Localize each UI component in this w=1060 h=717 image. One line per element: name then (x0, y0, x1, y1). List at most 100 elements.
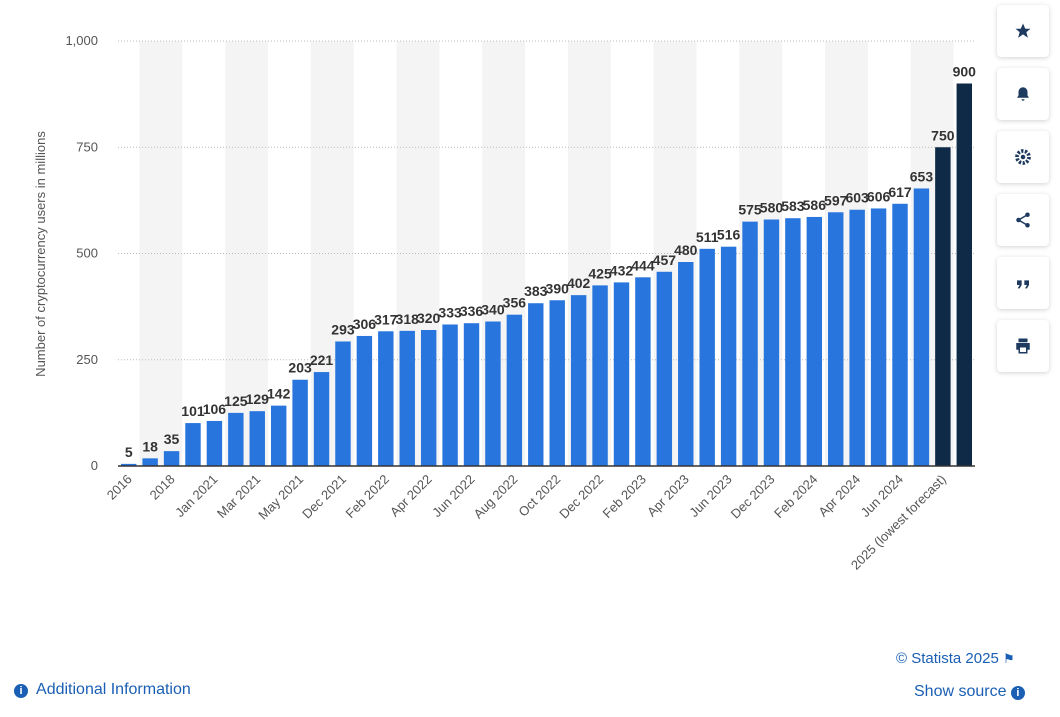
value-label: 575 (738, 202, 762, 218)
bar (528, 303, 544, 466)
bar (613, 282, 630, 466)
value-label: 586 (803, 197, 827, 213)
bar (892, 203, 908, 466)
value-label: 511 (696, 229, 719, 245)
bar (142, 458, 158, 466)
value-label: 750 (931, 127, 955, 143)
bar (656, 271, 673, 466)
settings-button[interactable] (997, 131, 1049, 183)
additional-info-text: Additional Information (36, 681, 191, 698)
y-tick-label: 750 (76, 139, 98, 154)
bar (270, 405, 287, 466)
y-tick-label: 1,000 (65, 33, 98, 48)
value-label: 444 (631, 257, 655, 273)
bar (806, 216, 823, 466)
bar (228, 412, 244, 466)
x-tick-label: Dec 2023 (728, 472, 778, 522)
value-label: 293 (331, 321, 355, 337)
value-label: 432 (610, 262, 634, 278)
x-tick-label: Feb 2023 (600, 472, 649, 521)
value-label: 106 (203, 401, 227, 417)
value-label: 580 (760, 200, 784, 216)
show-source[interactable]: Show source i (914, 683, 1025, 701)
bar (763, 219, 780, 466)
value-label: 203 (288, 360, 312, 376)
bar (120, 463, 137, 466)
bar (592, 285, 608, 466)
bar (442, 324, 458, 466)
bar (292, 379, 308, 466)
additional-info[interactable]: i Additional Information (14, 681, 191, 699)
x-tick-label: Dec 2021 (299, 472, 349, 522)
x-tick-label: Aug 2022 (471, 472, 521, 522)
value-label: 425 (588, 265, 612, 281)
x-tick-label: May 2021 (255, 472, 306, 523)
value-label: 597 (824, 192, 848, 208)
value-label: 480 (674, 242, 698, 258)
value-label: 900 (953, 64, 977, 80)
bar (913, 188, 930, 466)
bar (420, 330, 437, 466)
bar (506, 314, 523, 466)
bar (935, 147, 951, 466)
value-label: 18 (142, 438, 158, 454)
bar (870, 208, 887, 466)
x-tick-label: Jan 2021 (172, 472, 220, 520)
bar (378, 331, 394, 466)
bar (785, 218, 801, 466)
value-label: 606 (867, 188, 891, 204)
value-label: 457 (653, 252, 677, 268)
value-label: 516 (717, 227, 741, 243)
value-label: 390 (546, 280, 570, 296)
cite-button[interactable] (997, 257, 1049, 309)
show-source-text: Show source (914, 683, 1007, 700)
value-label: 129 (246, 391, 270, 407)
y-tick-label: 250 (76, 352, 98, 367)
bar (399, 330, 415, 466)
y-axis-label: Number of cryptocurrency users in millio… (33, 131, 48, 377)
value-label: 101 (181, 403, 205, 419)
value-label: 306 (353, 316, 377, 332)
value-label: 221 (310, 352, 334, 368)
bar (206, 420, 223, 466)
value-label: 603 (845, 190, 869, 206)
print-button[interactable] (997, 320, 1049, 372)
value-label: 5 (125, 444, 133, 460)
value-label: 318 (396, 311, 420, 327)
copyright-text: © Statista 2025 (896, 650, 999, 667)
bar (570, 295, 587, 466)
bar (742, 221, 758, 466)
notification-button[interactable] (997, 68, 1049, 120)
x-tick-label: Jun 2023 (686, 472, 734, 520)
bar (956, 83, 973, 466)
value-label: 617 (888, 184, 912, 200)
x-tick-label: Apr 2022 (387, 472, 435, 520)
value-label: 125 (224, 393, 248, 409)
x-tick-label: Apr 2024 (815, 472, 863, 520)
bar (163, 451, 180, 466)
bar (635, 277, 651, 466)
value-label: 356 (503, 295, 527, 311)
value-label: 333 (438, 304, 462, 320)
copyright[interactable]: © Statista 2025 ⚑ (896, 650, 1015, 667)
x-tick-label: Apr 2023 (644, 472, 692, 520)
bar (678, 262, 694, 466)
value-label: 320 (417, 310, 441, 326)
x-tick-label: Feb 2024 (771, 472, 820, 521)
y-tick-label: 0 (91, 458, 98, 473)
bar (849, 209, 865, 466)
x-tick-label: Oct 2022 (515, 472, 563, 520)
value-label: 383 (524, 283, 548, 299)
value-label: 402 (567, 275, 591, 291)
bar (185, 423, 201, 466)
x-tick-label: Jun 2022 (429, 472, 477, 520)
value-label: 35 (164, 431, 180, 447)
favorite-button[interactable] (997, 5, 1049, 57)
value-label: 317 (374, 311, 398, 327)
value-label: 142 (267, 386, 291, 402)
x-tick-label: 2016 (104, 472, 135, 503)
bar (720, 246, 737, 466)
value-label: 653 (910, 168, 934, 184)
share-button[interactable] (997, 194, 1049, 246)
